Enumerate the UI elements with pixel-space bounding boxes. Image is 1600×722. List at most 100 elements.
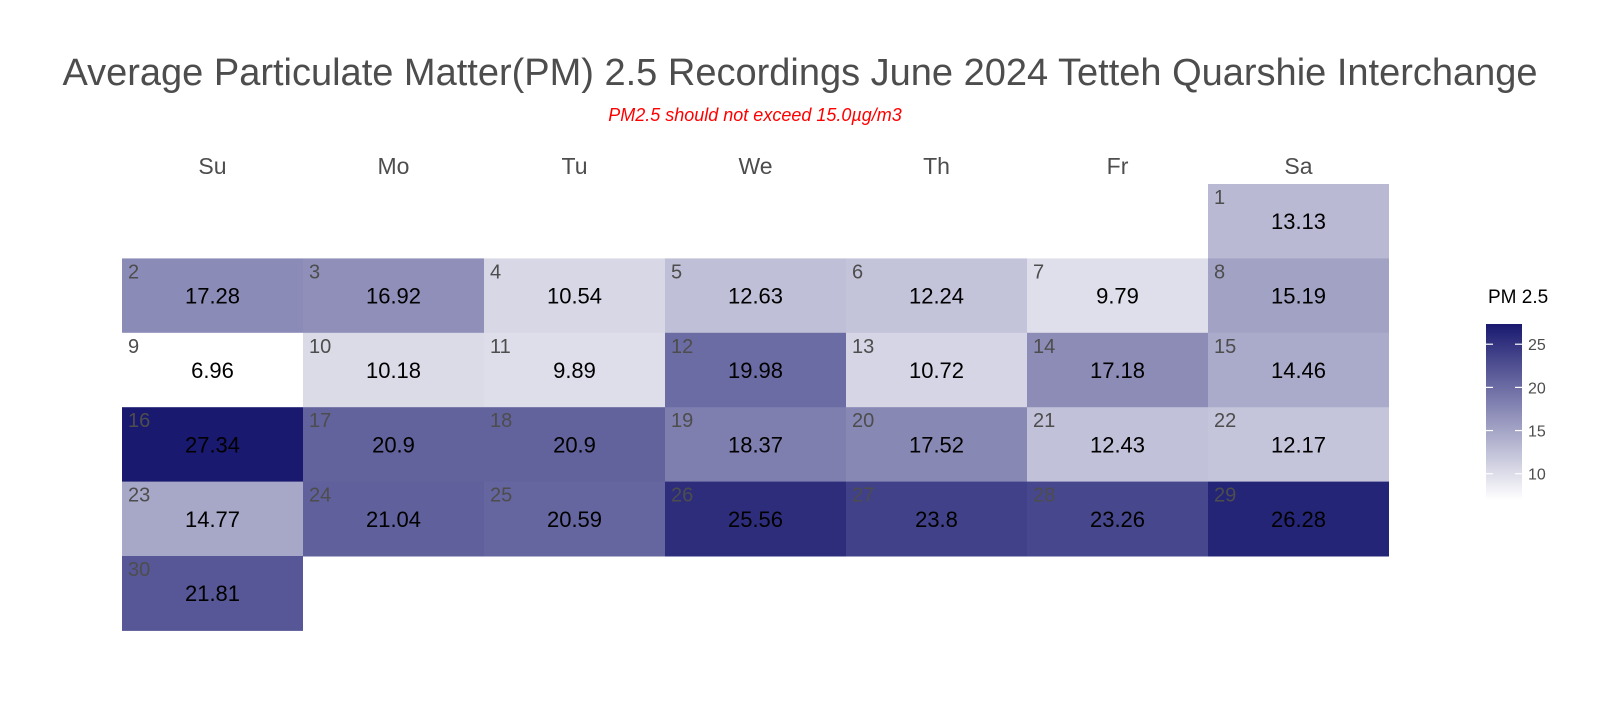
day-number: 11 xyxy=(490,336,511,358)
day-tile: 29 26.28 xyxy=(1208,481,1389,557)
day-tile-cell xyxy=(484,407,665,483)
day-tile-cell xyxy=(484,481,665,557)
day-tile: 119.89 xyxy=(484,332,665,408)
day-tile-cell xyxy=(1208,481,1389,557)
day-tile: 18 20.9 xyxy=(484,407,665,483)
day-value-label: 20.59 xyxy=(547,507,602,532)
day-tile-cell xyxy=(665,481,846,557)
day-tile: 14 17.18 xyxy=(1027,332,1208,408)
day-tile: 15 14.46 xyxy=(1208,332,1389,408)
day-value-label: 17.52 xyxy=(909,432,964,457)
day-value-label: 23.8 xyxy=(915,507,958,532)
day-number: 25 xyxy=(490,485,512,507)
day-value-label: 25.56 xyxy=(728,507,783,532)
day-tile-cell xyxy=(303,258,484,334)
day-value-label: 17.28 xyxy=(185,284,240,309)
day-tile: 20 17.52 xyxy=(846,407,1027,483)
day-number: 5 xyxy=(671,261,682,283)
day-tile-cell xyxy=(846,258,1027,334)
day-number: 20 xyxy=(852,410,874,432)
day-tile-cell xyxy=(122,407,303,483)
day-tile-cell xyxy=(122,332,303,408)
day-number: 22 xyxy=(1214,410,1236,432)
day-tile-cell xyxy=(665,258,846,334)
day-number: 9 xyxy=(128,336,139,358)
day-value-label: 12.43 xyxy=(1090,432,1145,457)
legend-tick-label: 20 xyxy=(1528,380,1546,397)
day-tile-cell xyxy=(303,481,484,557)
day-number: 27 xyxy=(852,485,874,507)
day-number: 12 xyxy=(671,336,693,358)
day-tile: 13 10.72 xyxy=(846,332,1027,408)
day-number: 29 xyxy=(1214,485,1236,507)
day-tile-cell xyxy=(1027,407,1208,483)
chart-title: Average Particulate Matter(PM) 2.5 Recor… xyxy=(62,52,1538,94)
day-number: 13 xyxy=(852,336,874,358)
day-value-label: 9.79 xyxy=(1096,284,1139,309)
day-value-label: 17.18 xyxy=(1090,358,1145,383)
day-tile: 113.13 xyxy=(1208,184,1389,259)
day-tile: 24 21.04 xyxy=(303,481,484,557)
day-tile: 17 20.9 xyxy=(303,407,484,483)
day-tile: 26 25.56 xyxy=(665,481,846,557)
day-number: 18 xyxy=(490,410,512,432)
day-number: 28 xyxy=(1033,485,1055,507)
day-tile: 23 14.77 xyxy=(122,481,303,557)
day-number: 21 xyxy=(1033,410,1055,432)
day-value-label: 10.18 xyxy=(366,358,421,383)
day-tile: 815.19 xyxy=(1208,258,1389,334)
day-tile-cell xyxy=(303,407,484,483)
day-tile-cell xyxy=(1208,332,1389,408)
day-tile-cell xyxy=(846,481,1027,557)
day-number: 14 xyxy=(1033,336,1055,358)
day-number: 1 xyxy=(1214,187,1225,209)
weekday-label: Su xyxy=(198,153,226,179)
day-tile-cell xyxy=(846,332,1027,408)
weekday-header: Su Mo Tu We Th Fr Sa xyxy=(198,153,1312,179)
weekday-label: We xyxy=(738,153,772,179)
day-number: 8 xyxy=(1214,261,1225,283)
day-value-label: 23.26 xyxy=(1090,507,1145,532)
day-tile: 19 18.37 xyxy=(665,407,846,483)
day-tile-cell xyxy=(1027,332,1208,408)
day-tile-cell xyxy=(122,258,303,334)
day-value-label: 20.9 xyxy=(372,432,415,457)
day-tile: 512.63 xyxy=(665,258,846,334)
day-value-label: 6.96 xyxy=(191,358,234,383)
day-tile-cell xyxy=(846,407,1027,483)
day-tile: 21 12.43 xyxy=(1027,407,1208,483)
day-value-label: 10.72 xyxy=(909,358,964,383)
day-value-label: 15.19 xyxy=(1271,284,1326,309)
legend-tick-label: 15 xyxy=(1528,424,1546,441)
day-tile-cell xyxy=(484,332,665,408)
weekday-label: Th xyxy=(923,153,950,179)
day-value-label: 27.34 xyxy=(185,432,240,457)
day-number: 4 xyxy=(490,261,501,283)
day-tile: 217.28 xyxy=(122,258,303,334)
day-tile: 79.79 xyxy=(1027,258,1208,334)
day-number: 2 xyxy=(128,261,139,283)
day-tile-cell xyxy=(1208,184,1389,259)
day-value-label: 16.92 xyxy=(366,284,421,309)
day-tile: 16 27.34 xyxy=(122,407,303,483)
day-number: 10 xyxy=(309,336,331,358)
day-value-label: 14.77 xyxy=(185,507,240,532)
day-value-label: 19.98 xyxy=(728,358,783,383)
weekday-label: Fr xyxy=(1107,153,1129,179)
day-tile-cell xyxy=(122,481,303,557)
day-value-label: 20.9 xyxy=(553,432,596,457)
day-value-label: 21.81 xyxy=(185,581,240,606)
day-number: 16 xyxy=(128,410,150,432)
day-tile: 12 19.98 xyxy=(665,332,846,408)
day-number: 19 xyxy=(671,410,693,432)
day-number: 7 xyxy=(1033,261,1044,283)
day-number: 30 xyxy=(128,559,150,581)
day-value-label: 14.46 xyxy=(1271,358,1326,383)
legend-ticks: 10 15 20 25 xyxy=(1486,337,1546,484)
day-tile-cell xyxy=(665,332,846,408)
day-tile: 96.96 xyxy=(122,332,303,408)
day-value-label: 18.37 xyxy=(728,432,783,457)
day-tile-cell xyxy=(122,556,303,631)
day-tile-cell xyxy=(1208,258,1389,334)
